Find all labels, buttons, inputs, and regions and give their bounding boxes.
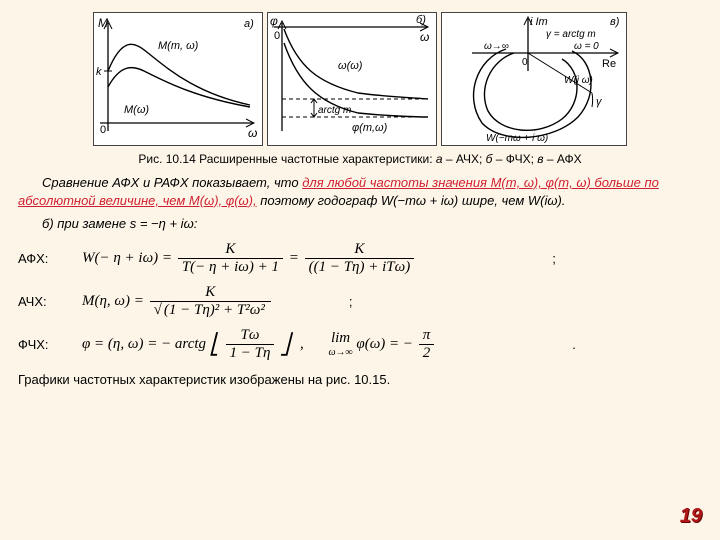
fig-a-curve1 — [108, 44, 250, 105]
fig-c-sub: в) — [610, 16, 620, 28]
fig-a-xlabel: ω — [248, 126, 257, 140]
formula-row-fch: ФЧХ: φ = (η, ω) = − arctg ⎣ Tω1 − Tη ⎦ ,… — [18, 327, 702, 362]
bottom-text: Графики частотных характеристик изображе… — [18, 372, 702, 387]
fig-a-c1lbl: M(m, ω) — [158, 40, 199, 52]
fig-b-ylabel: φ — [270, 14, 278, 28]
fig-c-Wio: W(i ω) — [564, 75, 593, 86]
fig-c-gamma: γ — [596, 96, 603, 108]
paragraph-1: Сравнение АФХ и РАФХ показывает, что для… — [18, 174, 702, 209]
svg-text:0: 0 — [522, 57, 528, 68]
fig-c-Wmio: W(−mω + i ω) — [486, 133, 548, 144]
fig-c-im: i Im — [530, 16, 548, 28]
fig-a-ylabel: M — [98, 16, 108, 30]
formula-row-afh: АФХ: W(− η + iω) = KT(− η + iω) + 1 = K(… — [18, 241, 702, 276]
fig-c-gamma-eq: γ = arctg m — [546, 29, 596, 40]
fig-a-k: k — [96, 66, 102, 78]
label-afh: АФХ: — [18, 251, 66, 266]
fig-c-w0: ω = 0 — [574, 41, 599, 52]
fig-b-c1lbl: ω(ω) — [338, 60, 363, 72]
fig-b-arctg: arctg m — [318, 105, 351, 116]
formula-row-ach: АЧХ: M(η, ω) = K √(1 − Tη)² + T²ω² ; — [18, 284, 702, 319]
label-fch: ФЧХ: — [18, 337, 66, 352]
fig-c: i Im Re в) γ = arctg m ω→∞ ω = 0 0 W(i ω… — [441, 12, 627, 146]
fig-c-inner — [484, 53, 577, 130]
fig-a: M ω а) 0 k M(m, ω) M(ω) — [93, 12, 263, 146]
fig-c-winf: ω→∞ — [484, 41, 509, 52]
page-number: 19 — [680, 505, 702, 528]
fig-a-sub: а) — [244, 18, 254, 30]
fig-b-curve2 — [284, 43, 428, 117]
svg-text:0: 0 — [274, 30, 280, 42]
fig-b: φ ω б) 0 ω(ω) φ(m,ω) arctg m — [267, 12, 437, 146]
fig-a-curve2 — [108, 68, 250, 107]
figure-row: M ω а) 0 k M(m, ω) M(ω) φ ω б) 0 ω(ω) φ(… — [18, 12, 702, 146]
fig-a-c2lbl: M(ω) — [124, 104, 149, 116]
fig-b-xlabel: ω — [420, 30, 429, 44]
fig-c-re: Re — [602, 58, 616, 70]
fig-c-outer — [474, 49, 591, 137]
fig-b-c2lbl: φ(m,ω) — [352, 122, 388, 134]
label-ach: АЧХ: — [18, 294, 66, 309]
svg-text:0: 0 — [100, 124, 106, 136]
figure-caption: Рис. 10.14 Расширенные частотные характе… — [18, 152, 702, 166]
fig-b-sub: б) — [416, 14, 426, 26]
paragraph-2: б) при замене s = −η + iω: — [18, 215, 702, 233]
